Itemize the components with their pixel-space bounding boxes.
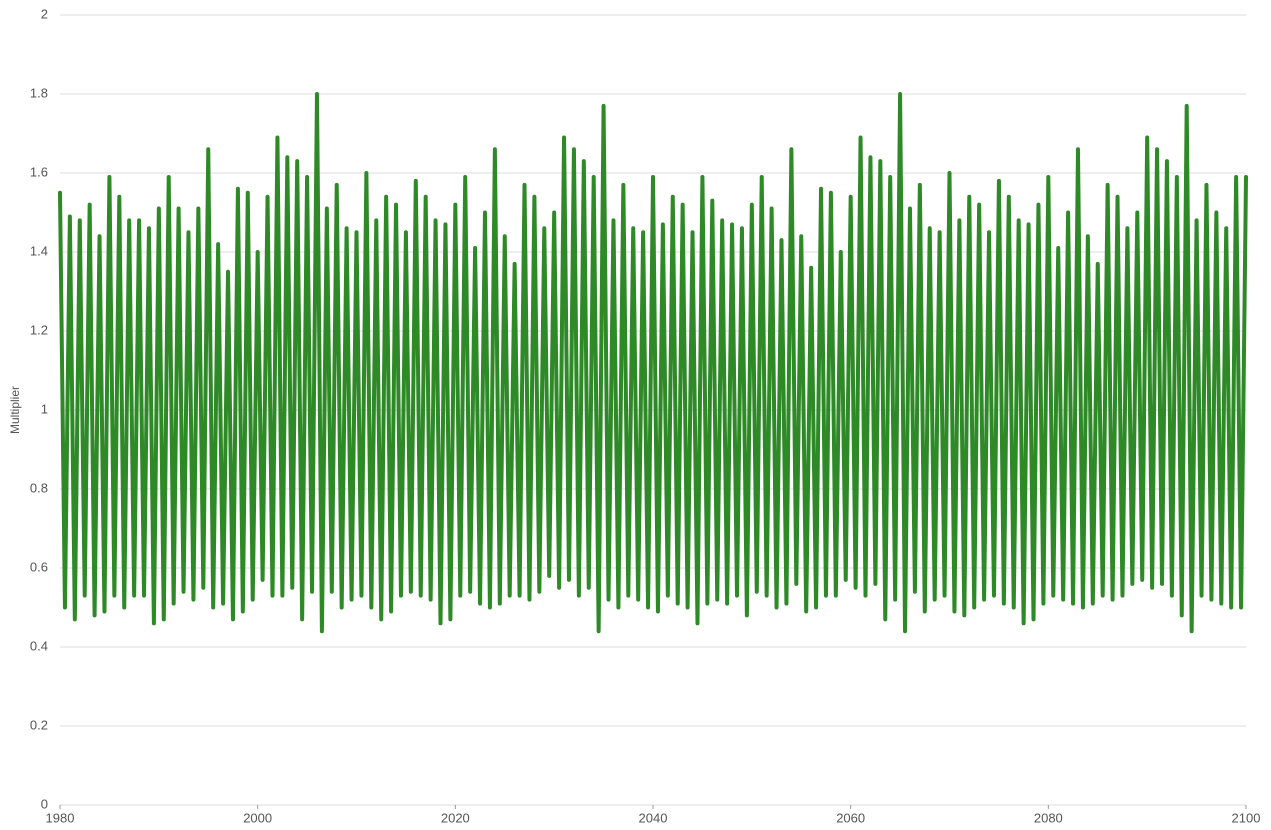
y-tick-label: 1.2: [30, 322, 48, 337]
y-tick-label: 1.8: [30, 85, 48, 100]
y-tick-label: 2: [41, 6, 48, 21]
x-tick-label: 2080: [1034, 810, 1063, 825]
y-tick-label: 0.6: [30, 559, 48, 574]
x-tick-label: 2020: [441, 810, 470, 825]
y-tick-label: 0: [41, 796, 48, 811]
y-tick-label: 0.4: [30, 638, 48, 653]
x-tick-label: 1980: [46, 810, 75, 825]
x-tick-label: 2000: [243, 810, 272, 825]
x-tick-label: 2040: [639, 810, 668, 825]
y-tick-label: 1: [41, 401, 48, 416]
x-tick-label: 2060: [836, 810, 865, 825]
y-tick-label: 1.4: [30, 243, 48, 258]
y-axis-label: Multiplier: [8, 386, 22, 434]
y-tick-label: 0.8: [30, 480, 48, 495]
data-line: [58, 92, 1248, 634]
x-tick-label: 2100: [1232, 810, 1261, 825]
y-tick-label: 0.2: [30, 717, 48, 732]
y-tick-label: 1.6: [30, 164, 48, 179]
